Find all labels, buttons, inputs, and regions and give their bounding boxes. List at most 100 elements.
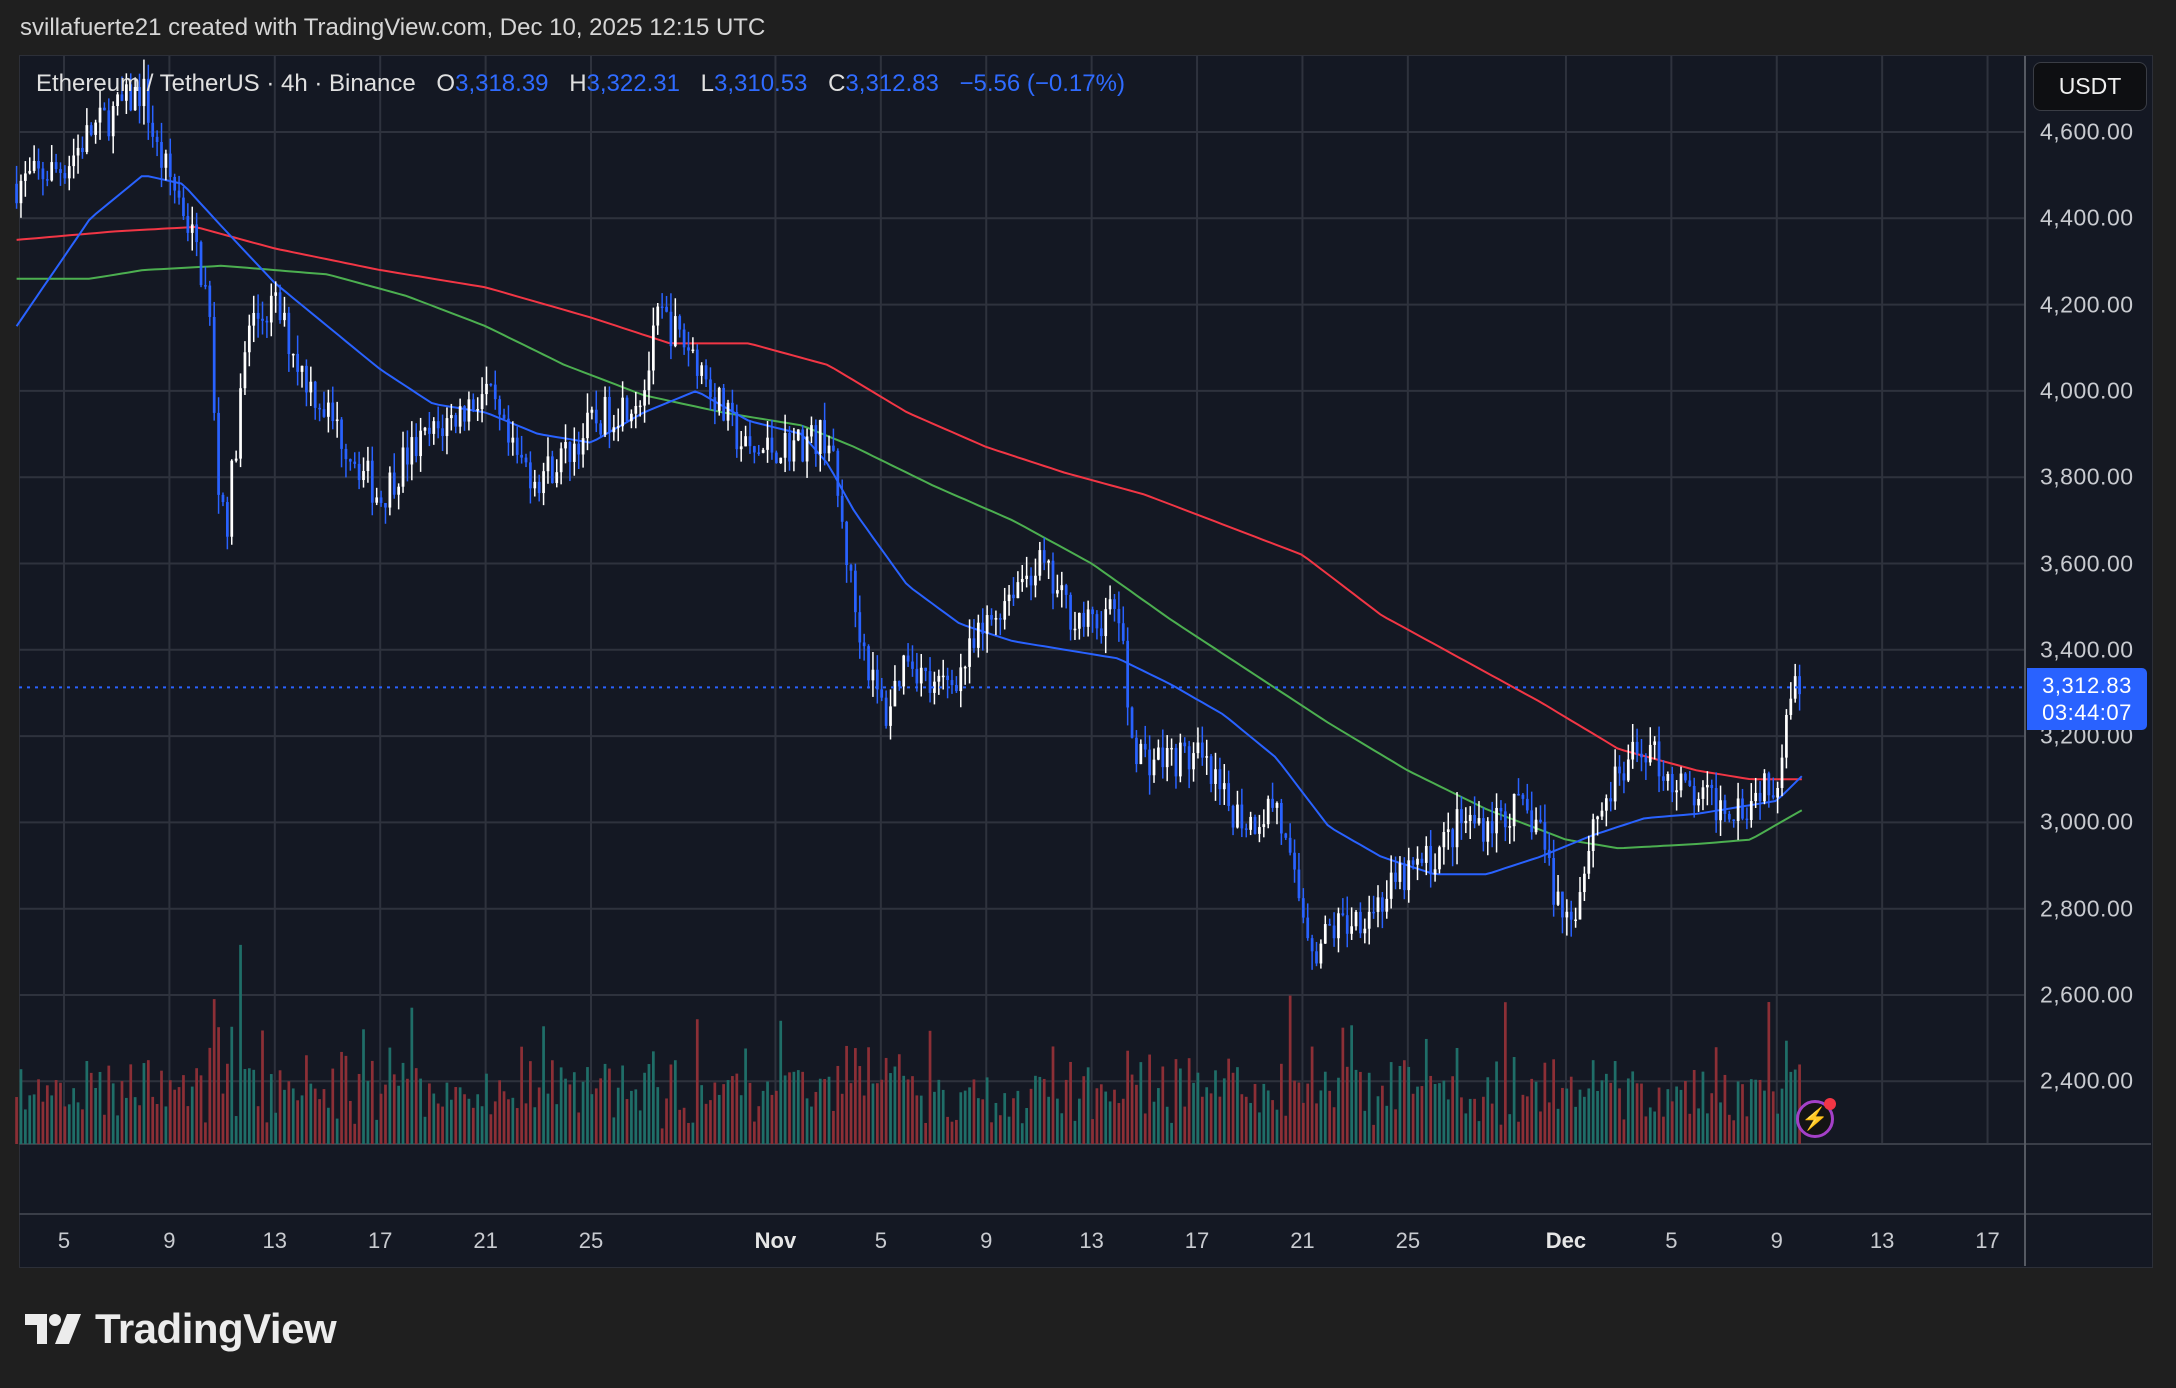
price-tick-label: 4,600.00 bbox=[2040, 118, 2134, 145]
candle-body bbox=[739, 446, 743, 450]
candle-body bbox=[1543, 822, 1547, 850]
candle-body bbox=[296, 353, 299, 372]
time-tick-label: 13 bbox=[1869, 1228, 1895, 1253]
time-tick-label: 21 bbox=[1290, 1228, 1315, 1253]
candle-body bbox=[814, 425, 818, 454]
volume-bar bbox=[1301, 1102, 1305, 1144]
time-tick-label: 9 bbox=[163, 1228, 176, 1253]
volume-bar bbox=[1539, 1111, 1542, 1144]
volume-bar bbox=[1433, 1084, 1437, 1144]
candle-body bbox=[924, 667, 928, 672]
volume-bar bbox=[858, 1066, 862, 1144]
volume-bar bbox=[1495, 1061, 1498, 1144]
chart-panel[interactable] bbox=[19, 55, 2153, 1268]
currency-button[interactable]: USDT bbox=[2033, 62, 2147, 111]
volume-bar bbox=[1143, 1113, 1147, 1144]
volume-bar bbox=[89, 1072, 93, 1144]
candle-body bbox=[1455, 809, 1459, 848]
candle-body bbox=[1460, 809, 1463, 824]
volume-bar bbox=[586, 1067, 589, 1144]
volume-bar bbox=[1288, 995, 1292, 1144]
candle-body bbox=[691, 349, 695, 352]
volume-bar bbox=[50, 1095, 54, 1144]
volume-bar bbox=[375, 1119, 379, 1144]
candle-body bbox=[889, 706, 892, 726]
volume-bar bbox=[630, 1090, 633, 1144]
candle-body bbox=[1745, 818, 1749, 821]
candle-body bbox=[673, 316, 677, 347]
volume-bar bbox=[1179, 1068, 1182, 1144]
symbol-title[interactable]: Ethereum / TetherUS · 4h · Binance bbox=[36, 70, 416, 97]
candle-body bbox=[375, 497, 379, 503]
candle-body bbox=[634, 405, 638, 414]
volume-bar bbox=[1214, 1070, 1217, 1144]
price-tick-label: 4,200.00 bbox=[2040, 291, 2134, 318]
volume-bar bbox=[1692, 1069, 1696, 1144]
volume-bar bbox=[625, 1099, 629, 1144]
volume-bar bbox=[507, 1099, 510, 1144]
candle-body bbox=[1446, 829, 1450, 833]
volume-bar bbox=[1126, 1050, 1130, 1144]
volume-bar bbox=[256, 1106, 260, 1144]
volume-bar bbox=[941, 1089, 945, 1144]
candle-body bbox=[138, 87, 141, 107]
volume-bar bbox=[19, 1069, 23, 1144]
volume-bar bbox=[871, 1083, 875, 1144]
candle-body bbox=[1578, 892, 1582, 920]
volume-bar bbox=[406, 1078, 409, 1144]
candle-body bbox=[353, 461, 357, 464]
candle-body bbox=[564, 441, 567, 449]
candle-body bbox=[414, 437, 418, 457]
candle-body bbox=[827, 445, 831, 454]
candle-body bbox=[1464, 820, 1468, 824]
candle-body bbox=[906, 655, 910, 662]
candle-body bbox=[976, 622, 980, 648]
candle-body bbox=[1095, 614, 1099, 629]
candle-body bbox=[230, 460, 234, 537]
volume-bar bbox=[63, 1106, 67, 1144]
volume-bar bbox=[1771, 1091, 1775, 1144]
candle-body bbox=[1310, 938, 1314, 952]
candle-body bbox=[1385, 898, 1389, 912]
volume-bar bbox=[15, 1097, 18, 1144]
candle-body bbox=[199, 242, 203, 286]
candle-body bbox=[1657, 741, 1661, 777]
candle-body bbox=[305, 365, 308, 393]
candle-body bbox=[502, 414, 506, 419]
candle-body bbox=[1490, 821, 1494, 834]
candle-body bbox=[1297, 869, 1301, 899]
volume-bar bbox=[1249, 1102, 1252, 1144]
candle-body bbox=[291, 353, 295, 356]
volume-bar bbox=[204, 1122, 207, 1144]
candle-body bbox=[550, 456, 554, 484]
candle-body bbox=[366, 460, 370, 472]
volume-bar bbox=[199, 1075, 203, 1144]
volume-bar bbox=[880, 1079, 884, 1144]
volume-bar bbox=[533, 1107, 537, 1144]
candle-body bbox=[507, 418, 510, 443]
candle-body bbox=[357, 463, 361, 481]
volume-bar bbox=[854, 1048, 857, 1144]
candle-body bbox=[177, 190, 181, 198]
volume-bar bbox=[261, 1030, 264, 1144]
candle-body bbox=[1534, 819, 1538, 833]
candle-body bbox=[1433, 869, 1437, 875]
volume-bar bbox=[1565, 1088, 1569, 1144]
candle-body bbox=[1367, 911, 1371, 929]
volume-bar bbox=[1086, 1067, 1090, 1144]
tradingview-logo[interactable]: TradingView bbox=[25, 1305, 337, 1353]
candle-body bbox=[1363, 928, 1367, 934]
time-tick-label: 25 bbox=[578, 1228, 604, 1253]
volume-bar bbox=[1723, 1074, 1727, 1144]
candle-body bbox=[155, 136, 159, 143]
volume-bar bbox=[182, 1075, 185, 1144]
candle-body bbox=[217, 412, 220, 495]
volume-bar bbox=[717, 1094, 721, 1144]
candle-body bbox=[1644, 757, 1648, 763]
candle-body bbox=[1429, 845, 1433, 875]
volume-bar bbox=[384, 1084, 387, 1144]
volume-bar bbox=[1051, 1046, 1055, 1144]
lightning-icon[interactable]: ⚡ bbox=[1796, 1100, 1834, 1138]
candle-body bbox=[327, 402, 330, 417]
